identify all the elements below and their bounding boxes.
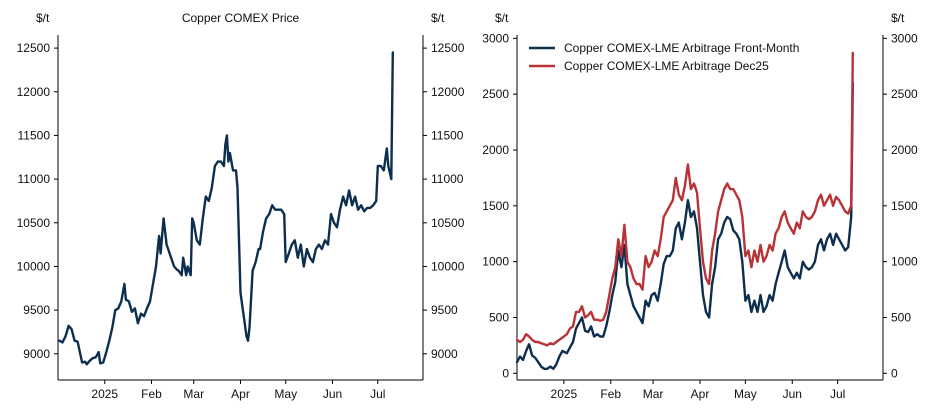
- chart2-series-1-line: [515, 81, 854, 370]
- chart1-xtick-label: Mar: [183, 387, 204, 401]
- chart1-xtick-label: 2025: [91, 387, 118, 401]
- chart2-ytick-label-right: 3000: [891, 31, 918, 45]
- chart1-ytick-label-right: 12500: [431, 41, 465, 55]
- chart1-xtick-label: Jun: [323, 387, 342, 401]
- chart2-legend-label-2: Copper COMEX-LME Arbitrage Dec25: [564, 59, 769, 73]
- chart2-xtick-label: Jul: [830, 387, 845, 401]
- chart1-xtick-label: Jul: [370, 387, 385, 401]
- chart1-ytick-label-left: 11000: [18, 172, 51, 186]
- chart1-xtick-label: Feb: [141, 387, 162, 401]
- chart2-ytick-label-left: 0: [502, 366, 509, 380]
- chart2-ytick-label-right: 2000: [891, 143, 918, 157]
- chart2-ylabel-right: $/t: [891, 11, 905, 25]
- chart2-xtick-label: 2025: [551, 387, 578, 401]
- chart1-ytick-label-right: 10500: [431, 216, 465, 230]
- chart2-ytick-label-left: 3000: [482, 31, 509, 45]
- chart2-ytick-label-right: 500: [891, 310, 911, 324]
- chart1-ytick-label-left: 9500: [23, 303, 50, 317]
- chart2-xtick-label: Feb: [600, 387, 621, 401]
- chart1-ylabel-left: $/t: [36, 11, 50, 25]
- chart1-ytick-label-left: 12000: [17, 85, 51, 99]
- chart1-xtick-label: Apr: [231, 387, 250, 401]
- chart1-xtick-label: May: [274, 387, 297, 401]
- chart2-xtick-label: Jun: [783, 387, 802, 401]
- chart2-ytick-label-right: 1000: [891, 255, 918, 269]
- chart2-ytick-label-left: 2000: [482, 143, 509, 157]
- chart2-xtick-label: Apr: [691, 387, 710, 401]
- chart2-ytick-label-left: 1000: [482, 255, 509, 269]
- chart2-xtick-label: May: [734, 387, 757, 401]
- chart1-ytick-label-left: 12500: [17, 41, 51, 55]
- chart1-ytick-label-left: 9000: [23, 347, 50, 361]
- chart1-ytick-label-left: 11500: [18, 128, 51, 142]
- chart2-ytick-label-right: 1500: [891, 199, 918, 213]
- chart1-ytick-label-right: 11500: [431, 128, 464, 142]
- chart1-ytick-label-right: 12000: [431, 85, 465, 99]
- chart2-legend-label-1: Copper COMEX-LME Arbitrage Front-Month: [564, 41, 799, 55]
- chart2-xtick-label: Mar: [643, 387, 664, 401]
- chart1-ytick-label-left: 10000: [17, 259, 51, 273]
- chart1-ytick-label-left: 10500: [17, 216, 51, 230]
- chart2-ytick-label-right: 2500: [891, 87, 918, 101]
- chart1-ylabel-right: $/t: [431, 11, 445, 25]
- chart1-ytick-label-right: 11000: [431, 172, 464, 186]
- chart1-ytick-label-right: 9000: [431, 347, 458, 361]
- chart1-title: Copper COMEX Price: [182, 11, 300, 25]
- chart1-ytick-label-right: 9500: [431, 303, 458, 317]
- chart2-ytick-label-left: 500: [489, 310, 509, 324]
- chart2-ytick-label-right: 0: [891, 366, 898, 380]
- chart2-ytick-label-left: 1500: [482, 199, 509, 213]
- chart2-ylabel-left: $/t: [495, 11, 509, 25]
- chart2-series-2-line: [515, 51, 854, 347]
- chart1-series-1-line: [58, 51, 394, 366]
- chart2-ytick-label-left: 2500: [482, 87, 509, 101]
- chart1-ytick-label-right: 10000: [431, 259, 465, 273]
